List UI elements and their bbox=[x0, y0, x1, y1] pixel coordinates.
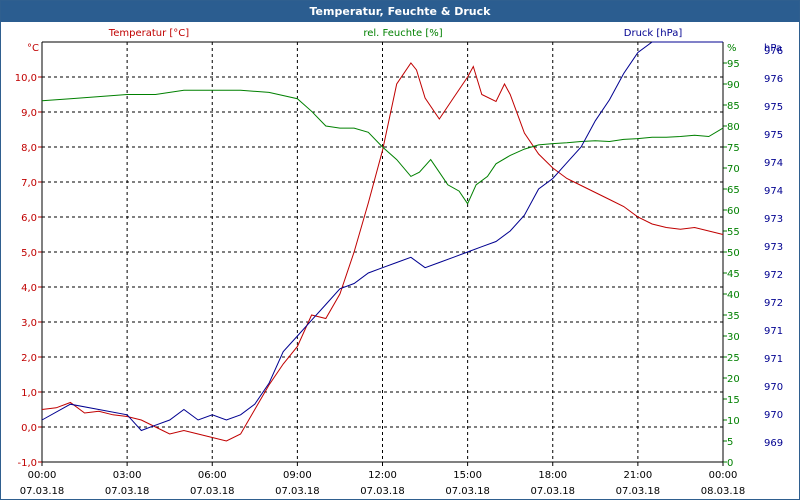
temp-tick-label: 10,0 bbox=[15, 73, 37, 84]
hum-tick-label: 55 bbox=[727, 227, 740, 238]
press-tick-label: 973 bbox=[764, 242, 783, 253]
hum-tick-label: 90 bbox=[727, 80, 740, 91]
x-tick-time: 03:00 bbox=[113, 470, 142, 481]
window-title: Temperatur, Feuchte & Druck bbox=[1, 1, 799, 22]
series-line-temp bbox=[41, 62, 724, 442]
temp-tick-label: 5,0 bbox=[21, 248, 37, 259]
press-tick-label: 976 bbox=[764, 74, 783, 85]
press-tick-label: 969 bbox=[764, 438, 783, 449]
x-tick-date: 08.03.18 bbox=[701, 486, 746, 497]
x-tick-time: 21:00 bbox=[623, 470, 652, 481]
x-tick-time: 00:00 bbox=[28, 470, 57, 481]
press-tick-label: 976 bbox=[764, 46, 783, 57]
x-tick-time: 12:00 bbox=[368, 470, 397, 481]
hum-tick-label: 65 bbox=[727, 185, 740, 196]
x-tick-date: 07.03.18 bbox=[360, 486, 405, 497]
x-tick-date: 07.03.18 bbox=[530, 486, 575, 497]
press-tick-label: 970 bbox=[764, 382, 783, 393]
temp-tick-label: 0,0 bbox=[21, 423, 37, 434]
temp-tick-label: 6,0 bbox=[21, 213, 37, 224]
series-line-press bbox=[41, 41, 723, 432]
temp-tick-label: 1,0 bbox=[21, 388, 37, 399]
temp-tick-label: 9,0 bbox=[21, 108, 37, 119]
temp-tick-label: 2,0 bbox=[21, 353, 37, 364]
hum-tick-label: 5 bbox=[727, 437, 733, 448]
hum-tick-label: 15 bbox=[727, 395, 740, 406]
hum-tick-label: 10 bbox=[727, 416, 740, 427]
x-tick-date: 07.03.18 bbox=[616, 486, 661, 497]
press-tick-label: 975 bbox=[764, 130, 783, 141]
x-tick-time: 06:00 bbox=[198, 470, 227, 481]
press-tick-label: 974 bbox=[764, 158, 783, 169]
press-tick-label: 972 bbox=[764, 298, 783, 309]
hum-tick-label: 60 bbox=[727, 206, 740, 217]
hum-tick-label: 25 bbox=[727, 353, 740, 364]
press-tick-label: 973 bbox=[764, 214, 783, 225]
hum-tick-label: 35 bbox=[727, 311, 740, 322]
hum-tick-label: 45 bbox=[727, 269, 740, 280]
x-tick-date: 07.03.18 bbox=[275, 486, 320, 497]
hum-unit-label: % bbox=[727, 43, 737, 54]
hum-tick-label: 20 bbox=[727, 374, 740, 385]
x-tick-time: 09:00 bbox=[283, 470, 312, 481]
hum-tick-label: 95 bbox=[727, 59, 740, 70]
series-line-hum bbox=[41, 89, 724, 205]
press-tick-label: 975 bbox=[764, 102, 783, 113]
temp-tick-label: 7,0 bbox=[21, 178, 37, 189]
x-tick-time: 00:00 bbox=[709, 470, 738, 481]
x-tick-date: 07.03.18 bbox=[445, 486, 490, 497]
hum-tick-label: 75 bbox=[727, 143, 740, 154]
legend-temperature: Temperatur [°C] bbox=[108, 28, 189, 39]
hum-tick-label: 30 bbox=[727, 332, 740, 343]
x-tick-date: 07.03.18 bbox=[105, 486, 150, 497]
press-tick-label: 971 bbox=[764, 326, 783, 337]
x-tick-time: 15:00 bbox=[453, 470, 482, 481]
hum-tick-label: 40 bbox=[727, 290, 740, 301]
hum-tick-label: 70 bbox=[727, 164, 740, 175]
press-tick-label: 974 bbox=[764, 186, 783, 197]
x-tick-date: 07.03.18 bbox=[190, 486, 235, 497]
press-tick-label: 971 bbox=[764, 354, 783, 365]
temp-tick-label: -1,0 bbox=[17, 458, 37, 469]
chart-area: 00:00 07.03.18 03:00 07.03.18 06:00 07.03.18 0… bbox=[15, 28, 783, 497]
hum-tick-label: 50 bbox=[727, 248, 740, 259]
temp-tick-label: 8,0 bbox=[21, 143, 37, 154]
x-tick-date: 07.03.18 bbox=[20, 486, 65, 497]
press-tick-label: 972 bbox=[764, 270, 783, 281]
press-unit-label: hPa bbox=[764, 43, 782, 54]
temp-tick-label: 4,0 bbox=[21, 283, 37, 294]
press-tick-label: 970 bbox=[764, 410, 783, 421]
legend-pressure: Druck [hPa] bbox=[624, 28, 683, 39]
hum-tick-label: 80 bbox=[727, 122, 740, 133]
temp-unit-label: °C bbox=[27, 43, 39, 54]
temp-tick-label: 3,0 bbox=[21, 318, 37, 329]
x-tick-time: 18:00 bbox=[538, 470, 567, 481]
hum-tick-label: 85 bbox=[727, 101, 740, 112]
hum-tick-label: 0 bbox=[727, 458, 733, 469]
legend-humidity: rel. Feuchte [%] bbox=[363, 28, 442, 39]
